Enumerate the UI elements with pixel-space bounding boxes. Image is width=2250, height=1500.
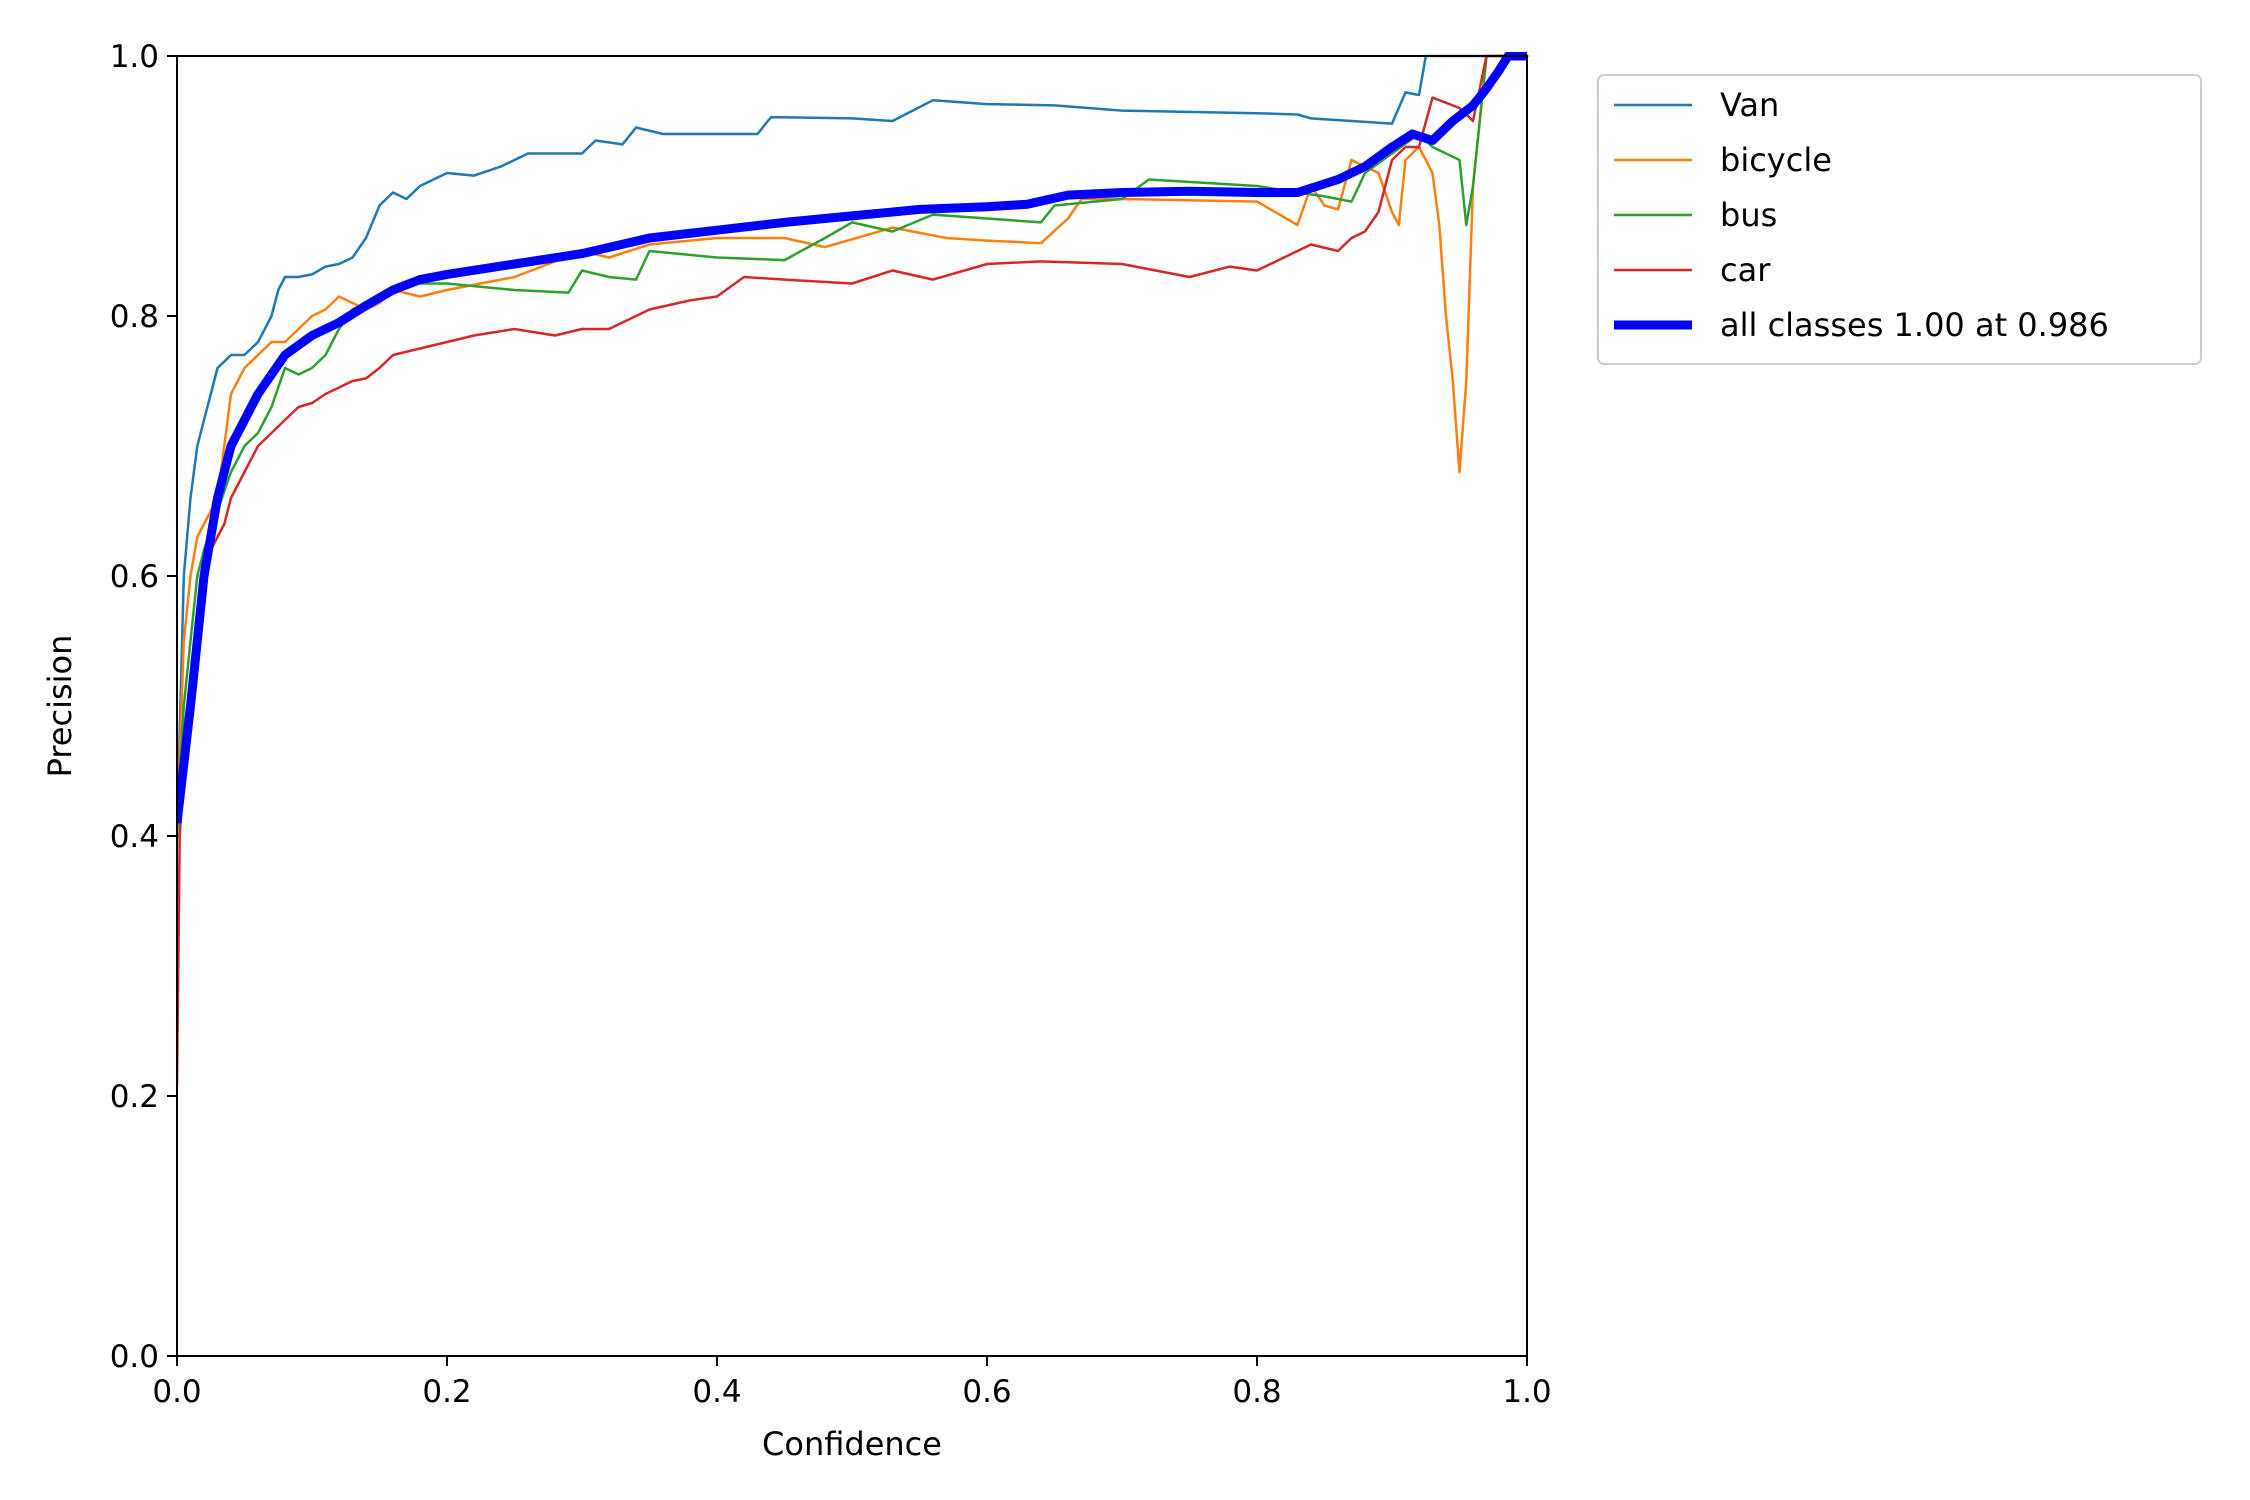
plot-area xyxy=(177,52,1529,1085)
legend-label: all classes 1.00 at 0.986 xyxy=(1720,306,2109,344)
y-tick-label: 0.6 xyxy=(110,559,159,595)
legend-label: bicycle xyxy=(1720,141,1832,179)
x-tick-label: 0.6 xyxy=(962,1374,1011,1410)
y-tick-label: 1.0 xyxy=(110,39,159,75)
x-tick-label: 0.4 xyxy=(692,1374,741,1410)
series-line-car xyxy=(177,54,1529,1085)
axes-frame xyxy=(176,55,1528,1357)
y-tick-label: 0.0 xyxy=(110,1339,159,1375)
x-tick-label: 0.0 xyxy=(152,1374,201,1410)
legend-label: car xyxy=(1720,251,1771,289)
legend-box xyxy=(1597,74,2202,365)
x-axis-label: Confidence xyxy=(762,1425,942,1463)
y-axis-label: Precision xyxy=(41,635,79,778)
y-tick-label: 0.8 xyxy=(110,299,159,335)
series-line-all-classes xyxy=(177,52,1527,824)
legend: Van bicycle bus car all classes 1.00 at 0.98… xyxy=(1597,74,2202,365)
legend-label: Van xyxy=(1720,86,1779,124)
legend-label: bus xyxy=(1720,196,1777,234)
x-tick-label: 0.2 xyxy=(422,1374,471,1410)
series-line-bicycle xyxy=(177,54,1529,838)
x-tick-label: 1.0 xyxy=(1502,1374,1551,1410)
y-tick-label: 0.2 xyxy=(110,1079,159,1115)
axes: Confidence Precision 0.0 0.2 0.4 0.6 0.8 1.0 0… xyxy=(41,39,1552,1463)
series-line-van xyxy=(177,54,1529,838)
series-line-bus xyxy=(177,54,1529,838)
x-tick-label: 0.8 xyxy=(1232,1374,1281,1410)
y-tick-label: 0.4 xyxy=(110,819,159,855)
